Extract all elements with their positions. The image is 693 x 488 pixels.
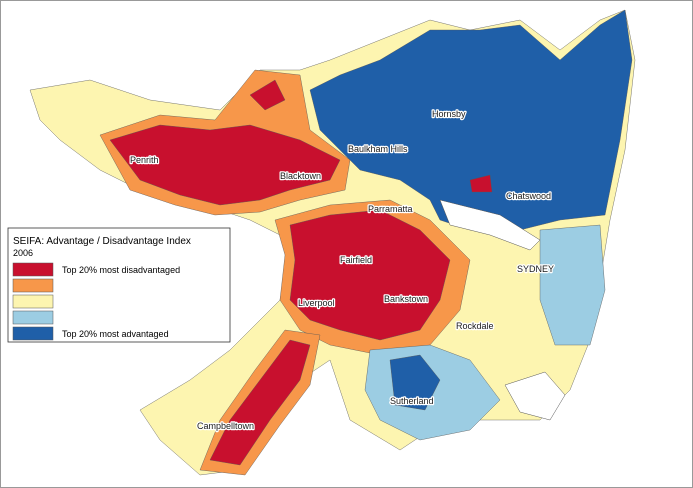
legend-swatch [12, 278, 54, 293]
legend-label: Top 20% most disadvantaged [62, 265, 180, 275]
legend-title: SEIFA: Advantage / Disadvantage Index [13, 236, 191, 247]
place-label: Campbelltown [197, 421, 254, 431]
legend-swatch [12, 294, 54, 309]
legend-label: Top 20% most advantaged [62, 329, 169, 339]
legend-swatch [12, 262, 54, 277]
region [249, 79, 286, 111]
legend-swatch [12, 326, 54, 341]
region [469, 174, 493, 193]
legend-subtitle: 2006 [13, 248, 33, 258]
place-label: Penrith [130, 155, 159, 165]
legend: SEIFA: Advantage / Disadvantage Index 20… [7, 227, 231, 343]
place-label: Liverpool [298, 298, 335, 308]
place-label: SYDNEY [517, 264, 554, 274]
region [289, 209, 451, 341]
place-label: Bankstown [384, 294, 428, 304]
region [209, 339, 311, 466]
harbour [439, 199, 541, 251]
bay [504, 371, 566, 421]
legend-swatch [12, 310, 54, 325]
place-label: Baulkham Hills [348, 144, 408, 154]
place-label: Hornsby [432, 109, 466, 119]
place-label: Parramatta [368, 204, 413, 214]
place-label: Sutherland [390, 396, 434, 406]
place-label: Blacktown [280, 171, 321, 181]
region [389, 354, 441, 411]
region [309, 9, 633, 231]
place-labels: Penrith Blacktown Baulkham Hills Hornsby… [129, 108, 556, 433]
region [539, 224, 606, 346]
map-regions [29, 9, 636, 476]
place-label: Rockdale [456, 321, 494, 331]
region [109, 124, 341, 206]
place-label: Chatswood [506, 191, 551, 201]
place-label: Fairfield [340, 255, 372, 265]
